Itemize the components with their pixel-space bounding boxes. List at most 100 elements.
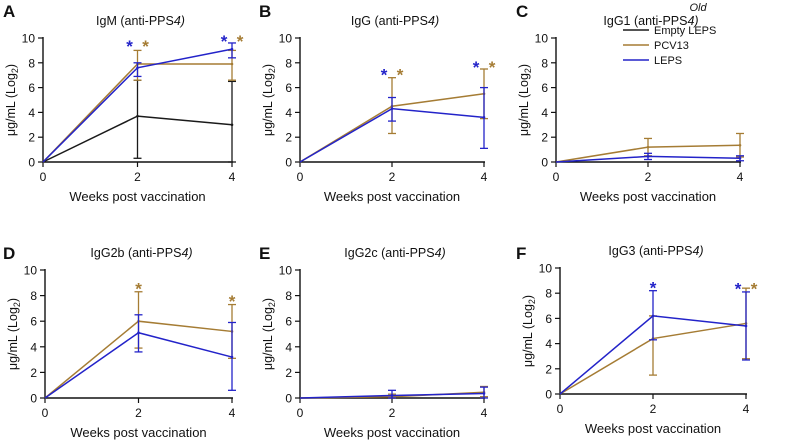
significance-star-pcv13-a: * [237,32,244,51]
y-tick-label-e: 8 [285,289,292,303]
y-tick-label-e: 6 [285,315,292,329]
y-tick-label-a: 8 [28,56,35,70]
significance-star-leps-f: * [735,280,742,299]
x-axis-label-f: Weeks post vaccination [585,421,721,436]
significance-star-pcv13-b: * [489,58,496,77]
panel-e: E IgG2c (anti-PPS4) 0 2 4 6 8 10 0 2 4 Weeks post v… [259,244,488,440]
x-tick-label-a: 4 [229,170,236,184]
x-tick-label-b: 2 [389,170,396,184]
x-axis-label-b: Weeks post vaccination [324,189,460,204]
y-tick-label-a: 4 [28,106,35,120]
panel-d: D IgG2b (anti-PPS4) 0 2 4 6 8 10 0 2 4 Weeks post v… [3,244,236,440]
y-tick-label-a: 10 [22,32,36,46]
panel-c: C IgG1 (anti-PPS4) 0 2 4 6 8 10 0 2 4 Weeks post va… [516,2,744,204]
x-tick-label-a: 0 [40,170,47,184]
x-tick-label-f: 0 [557,402,564,416]
chart-title-c: IgG1 (anti-PPS4) [603,14,698,28]
y-tick-label-c: 8 [541,56,548,70]
y-axis-label-d: μg/mL (Log2) [6,298,22,370]
y-tick-label-d: 8 [30,289,37,303]
y-tick-label-a: 0 [28,156,35,170]
y-tick-label-a: 2 [28,131,35,145]
legend-label-leps: LEPS [654,55,682,67]
x-tick-label-e: 4 [481,406,488,420]
x-tick-label-c: 2 [645,170,652,184]
x-tick-label-d: 2 [135,406,142,420]
y-tick-label-e: 2 [285,366,292,380]
y-tick-label-b: 4 [285,106,292,120]
y-tick-label-c: 6 [541,81,548,95]
panel-a: A IgM (anti-PPS4) 0 2 4 6 8 10 0 2 4 Weeks post vac… [3,2,244,204]
legend-label-empty-leps: Empty LEPS [654,25,716,37]
y-tick-label-d: 0 [30,392,37,406]
y-tick-label-d: 4 [30,340,37,354]
panel-f: F IgG3 (anti-PPS4) 0 2 4 6 8 10 0 2 4 Weeks post va… [516,244,758,436]
x-axis-label-c: Weeks post vaccination [580,189,716,204]
panel-b: B IgG (anti-PPS4) 0 2 4 6 8 10 0 2 4 Weeks post vac… [259,2,496,204]
y-tick-label-b: 10 [279,32,293,46]
panel-letter-e: E [259,244,270,263]
panel-letter-f: F [516,244,526,263]
panel-letter-d: D [3,244,15,263]
y-tick-label-c: 2 [541,131,548,145]
x-axis-label-e: Weeks post vaccination [324,425,460,440]
y-tick-label-a: 6 [28,81,35,95]
legend-title: Old [689,2,707,14]
x-tick-label-d: 0 [42,406,49,420]
chart-title-b: IgG (anti-PPS4) [351,14,439,28]
y-tick-label-f: 6 [545,312,552,326]
y-tick-label-d: 10 [24,264,38,278]
significance-star-leps-a: * [126,37,133,56]
y-axis-label-e: μg/mL (Log2) [261,298,277,370]
y-tick-label-b: 6 [285,81,292,95]
significance-star-pcv13-a: * [142,37,149,56]
x-tick-label-b: 4 [481,170,488,184]
y-tick-label-b: 0 [285,156,292,170]
x-tick-label-f: 2 [650,402,657,416]
chart-title-d: IgG2b (anti-PPS4) [90,246,192,260]
x-tick-label-e: 2 [389,406,396,420]
y-tick-label-f: 2 [545,362,552,376]
significance-star-pcv13-d: * [135,279,142,298]
y-tick-label-b: 2 [285,131,292,145]
significance-star-leps-b: * [381,65,388,84]
y-tick-label-c: 10 [535,32,549,46]
significance-star-leps-b: * [473,58,480,77]
significance-star-pcv13-d: * [229,292,236,311]
y-axis-label-f: μg/mL (Log2) [521,295,537,367]
legend: Old Empty LEPS PCV13 LEPS [623,2,716,67]
y-tick-label-e: 10 [279,264,293,278]
panel-letter-b: B [259,2,271,21]
x-tick-label-a: 2 [134,170,141,184]
x-tick-label-d: 4 [229,406,236,420]
legend-entry-pcv13: PCV13 [623,40,689,52]
y-tick-label-f: 0 [545,388,552,402]
chart-title-f: IgG3 (anti-PPS4) [608,244,703,258]
x-axis-label-a: Weeks post vaccination [69,189,205,204]
legend-entry-leps: LEPS [623,55,682,67]
y-axis-label-c: μg/mL (Log2) [517,64,533,136]
x-tick-label-f: 4 [743,402,750,416]
panel-letter-c: C [516,2,528,21]
significance-star-leps-a: * [221,32,228,51]
y-axis-label-a: μg/mL (Log2) [4,64,20,136]
significance-star-leps-f: * [650,278,657,297]
x-tick-label-e: 0 [297,406,304,420]
y-axis-label-b: μg/mL (Log2) [261,64,277,136]
panel-letter-a: A [3,2,15,21]
x-tick-label-c: 4 [737,170,744,184]
chart-title-a: IgM (anti-PPS4) [96,14,185,28]
y-tick-label-d: 6 [30,315,37,329]
legend-entry-empty-leps: Empty LEPS [623,25,716,37]
y-tick-label-b: 8 [285,56,292,70]
x-tick-label-b: 0 [297,170,304,184]
chart-title-e: IgG2c (anti-PPS4) [344,246,445,260]
y-tick-label-c: 0 [541,156,548,170]
x-tick-label-c: 0 [553,170,560,184]
y-tick-label-f: 4 [545,337,552,351]
x-axis-label-d: Weeks post vaccination [70,425,206,440]
y-tick-label-f: 8 [545,287,552,301]
y-tick-label-c: 4 [541,106,548,120]
y-tick-label-f: 10 [539,262,553,276]
